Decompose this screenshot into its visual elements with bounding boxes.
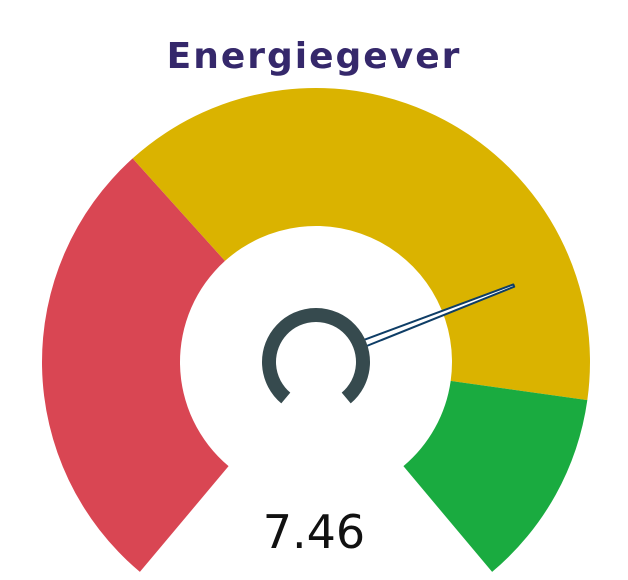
gauge-hub bbox=[269, 315, 363, 398]
gauge-bands bbox=[42, 88, 590, 572]
gauge-value: 7.46 bbox=[0, 502, 628, 562]
